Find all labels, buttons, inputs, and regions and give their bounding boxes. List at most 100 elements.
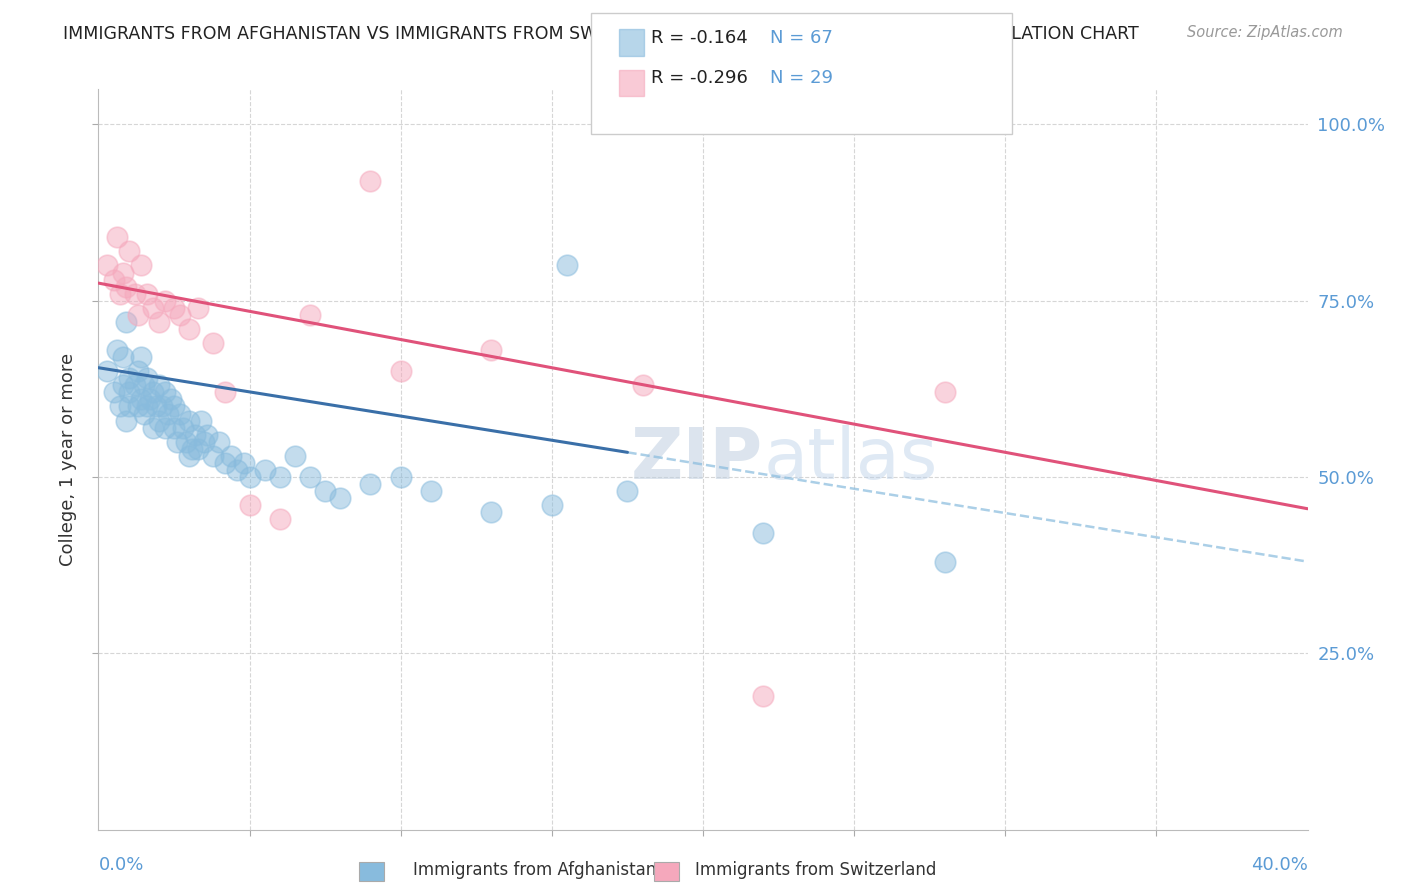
Point [299,308,322,322]
Point [360,174,382,188]
Point [118,400,141,414]
Point [195,427,218,442]
Point [127,308,149,322]
Point [193,434,215,449]
Point [752,526,775,541]
Point [145,400,167,414]
Point [934,385,956,400]
Point [179,414,201,428]
Point [329,491,352,505]
Point [163,301,186,315]
Text: Immigrants from Switzerland: Immigrants from Switzerland [695,861,936,879]
Text: R = -0.296: R = -0.296 [651,70,748,87]
Point [214,456,236,470]
Point [118,371,141,385]
Point [127,400,149,414]
Point [232,456,254,470]
Point [269,512,291,526]
Point [163,420,186,434]
Text: Source: ZipAtlas.com: Source: ZipAtlas.com [1187,25,1343,40]
Text: atlas: atlas [763,425,938,494]
Point [124,378,146,392]
Point [221,449,243,463]
Point [174,434,197,449]
Point [96,259,118,273]
Point [181,442,204,456]
Point [139,392,162,407]
Point [208,434,231,449]
Y-axis label: College, 1 year or more: College, 1 year or more [59,353,77,566]
Point [118,385,141,400]
Text: 0.0%: 0.0% [98,856,143,874]
Point [135,286,157,301]
Point [96,364,118,378]
Point [156,407,179,421]
Point [142,385,165,400]
Point [616,484,638,499]
Point [148,315,170,329]
Point [631,378,654,392]
Text: N = 29: N = 29 [770,70,834,87]
Point [752,689,775,703]
Point [135,400,157,414]
Point [239,498,262,512]
Point [124,286,146,301]
Point [360,477,382,491]
Point [420,484,443,499]
Point [135,371,157,385]
Point [132,407,155,421]
Point [299,470,322,484]
Point [253,463,276,477]
Point [111,378,134,392]
Point [153,293,176,308]
Point [142,420,165,434]
Point [111,350,134,364]
Point [148,414,170,428]
Point [172,420,194,434]
Point [239,470,262,484]
Point [150,400,173,414]
Point [540,498,562,512]
Point [187,301,209,315]
Point [190,414,212,428]
Point [118,244,141,259]
Point [169,407,191,421]
Point [214,385,236,400]
Text: Immigrants from Afghanistan: Immigrants from Afghanistan [412,861,657,879]
Point [148,378,170,392]
Point [184,427,207,442]
Point [284,449,307,463]
Point [163,400,186,414]
Point [179,322,201,336]
Point [166,434,188,449]
Point [129,350,152,364]
Point [114,315,136,329]
Point [389,470,412,484]
Text: 40.0%: 40.0% [1251,856,1308,874]
Text: N = 67: N = 67 [770,29,834,47]
Point [103,272,125,286]
Point [114,414,136,428]
Point [105,343,128,357]
Point [269,470,291,484]
Point [481,343,503,357]
Point [202,449,225,463]
Point [129,259,152,273]
Point [555,259,578,273]
Text: IMMIGRANTS FROM AFGHANISTAN VS IMMIGRANTS FROM SWITZERLAND COLLEGE, 1 YEAR OR MO: IMMIGRANTS FROM AFGHANISTAN VS IMMIGRANT… [63,25,1139,43]
Point [314,484,336,499]
Point [153,420,176,434]
Point [169,308,191,322]
Point [179,449,201,463]
Point [481,505,503,519]
Text: R = -0.164: R = -0.164 [651,29,748,47]
Point [129,392,152,407]
Point [142,301,165,315]
Point [389,364,412,378]
Point [103,385,125,400]
Point [111,266,134,280]
Text: ZIP: ZIP [631,425,763,494]
Point [160,392,183,407]
Point [187,442,209,456]
Point [153,385,176,400]
